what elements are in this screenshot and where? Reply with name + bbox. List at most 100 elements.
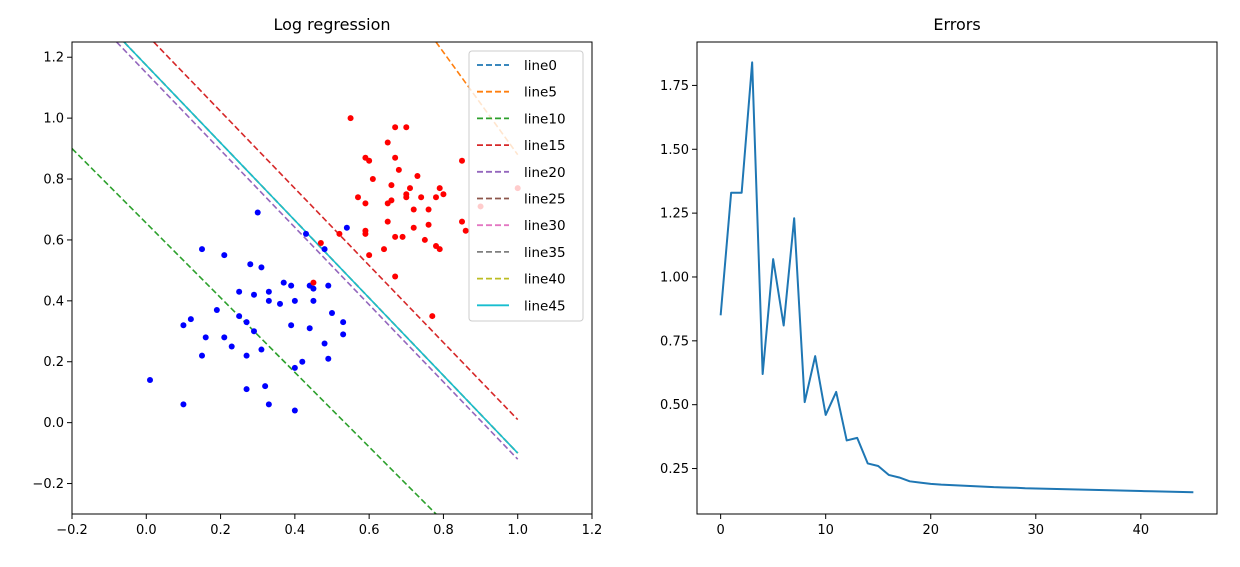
red-point bbox=[410, 224, 417, 231]
legend-label: line40 bbox=[524, 272, 566, 288]
x-tick-label: 40 bbox=[1133, 523, 1150, 538]
red-point bbox=[392, 124, 399, 131]
blue-point bbox=[247, 261, 254, 268]
legend: line0 line5 line10 line15 line20 line25 line30… bbox=[468, 50, 584, 322]
red-point bbox=[436, 246, 443, 253]
red-point bbox=[347, 115, 354, 122]
decision-lines bbox=[72, 42, 519, 514]
blue-point bbox=[310, 285, 317, 292]
blue-point bbox=[180, 401, 187, 408]
chart-title: Errors bbox=[933, 15, 980, 34]
red-point bbox=[403, 194, 410, 201]
x-tick-label: 10 bbox=[817, 523, 834, 538]
blue-point bbox=[213, 306, 220, 313]
y-tick-label: 0.50 bbox=[660, 398, 689, 413]
blue-point bbox=[340, 319, 347, 326]
blue-point bbox=[265, 297, 272, 304]
blue-point bbox=[299, 358, 306, 365]
legend-label: line30 bbox=[524, 218, 566, 234]
error-series bbox=[719, 61, 1194, 494]
red-point bbox=[459, 218, 465, 225]
decision-line-line15 bbox=[153, 42, 519, 421]
y-tick-label: 0.4 bbox=[43, 294, 64, 309]
blue-point bbox=[306, 325, 313, 332]
blue-point bbox=[325, 355, 332, 362]
red-point bbox=[392, 273, 399, 280]
log-regression-chart: Log regression −0.2 0.0 0.2 0.4 0.6 0.8 1.0 1.2… bbox=[32, 15, 602, 538]
blue-point bbox=[303, 230, 309, 237]
red-point bbox=[414, 172, 421, 179]
red-point bbox=[462, 227, 469, 234]
red-point bbox=[362, 200, 369, 207]
blue-point bbox=[251, 291, 257, 298]
blue-point bbox=[321, 246, 328, 253]
y-tick-label: 0.25 bbox=[660, 462, 689, 477]
red-point bbox=[403, 124, 410, 131]
red-point bbox=[421, 236, 428, 243]
red-point bbox=[433, 194, 439, 201]
blue-point bbox=[277, 300, 283, 307]
x-tick-label: 0.2 bbox=[210, 523, 231, 538]
blue-point bbox=[265, 401, 272, 408]
blue-point bbox=[251, 328, 257, 335]
red-point bbox=[440, 191, 447, 198]
legend-label: line5 bbox=[524, 85, 557, 101]
error-line bbox=[719, 61, 1194, 494]
legend-label: line10 bbox=[524, 111, 566, 127]
legend-label: line35 bbox=[524, 245, 566, 261]
red-point bbox=[388, 182, 395, 189]
red-point bbox=[425, 206, 432, 213]
y-axis: 0.25 0.50 0.75 1.00 1.25 1.50 1.75 bbox=[660, 79, 697, 477]
red-point bbox=[362, 230, 369, 237]
decision-line-line5 bbox=[435, 42, 519, 156]
red-point bbox=[384, 218, 391, 225]
y-tick-label: 0.75 bbox=[660, 334, 689, 349]
plot-frame bbox=[71, 41, 593, 515]
blue-point bbox=[288, 322, 295, 329]
y-tick-label: 1.0 bbox=[43, 112, 64, 127]
y-tick-label: 1.50 bbox=[660, 143, 689, 158]
y-tick-label: 0.0 bbox=[43, 416, 64, 431]
x-tick-label: 0 bbox=[716, 523, 724, 538]
red-point bbox=[429, 313, 436, 320]
chart-title: Log regression bbox=[273, 15, 390, 34]
x-tick-label: 20 bbox=[922, 523, 939, 538]
legend-label: line25 bbox=[524, 192, 566, 208]
blue-point bbox=[258, 346, 265, 353]
blue-point bbox=[147, 377, 153, 384]
red-point bbox=[369, 176, 376, 183]
blue-point bbox=[288, 282, 295, 289]
blue-point bbox=[291, 364, 298, 371]
blue-point bbox=[243, 352, 250, 359]
blue-point bbox=[228, 343, 235, 350]
x-tick-label: 1.0 bbox=[507, 523, 528, 538]
red-point bbox=[418, 194, 425, 201]
blue-point bbox=[291, 407, 298, 414]
y-tick-label: 0.2 bbox=[43, 355, 64, 370]
red-point bbox=[388, 197, 395, 204]
decision-line-line45 bbox=[123, 42, 519, 454]
red-point bbox=[366, 157, 373, 164]
blue-point bbox=[187, 316, 194, 323]
y-tick-label: 1.00 bbox=[660, 270, 689, 285]
red-point bbox=[381, 246, 387, 253]
red-point bbox=[436, 185, 443, 192]
red-point bbox=[317, 239, 324, 246]
red-point bbox=[384, 139, 391, 146]
red-point bbox=[395, 166, 402, 173]
y-tick-label: 0.6 bbox=[43, 233, 64, 248]
legend-label: line20 bbox=[524, 165, 566, 181]
blue-point bbox=[236, 288, 243, 295]
blue-point bbox=[243, 386, 250, 393]
blue-point bbox=[340, 331, 347, 338]
x-tick-label: −0.2 bbox=[56, 523, 88, 538]
blue-point bbox=[310, 297, 317, 304]
y-tick-label: 1.25 bbox=[660, 207, 689, 222]
x-tick-label: 1.2 bbox=[582, 523, 603, 538]
x-tick-label: 0.8 bbox=[433, 523, 454, 538]
y-axis: −0.2 0.0 0.2 0.4 0.6 0.8 1.0 1.2 bbox=[32, 51, 72, 492]
red-point bbox=[425, 221, 432, 228]
blue-point bbox=[329, 310, 335, 317]
blue-point bbox=[199, 352, 205, 359]
blue-point bbox=[280, 279, 287, 286]
